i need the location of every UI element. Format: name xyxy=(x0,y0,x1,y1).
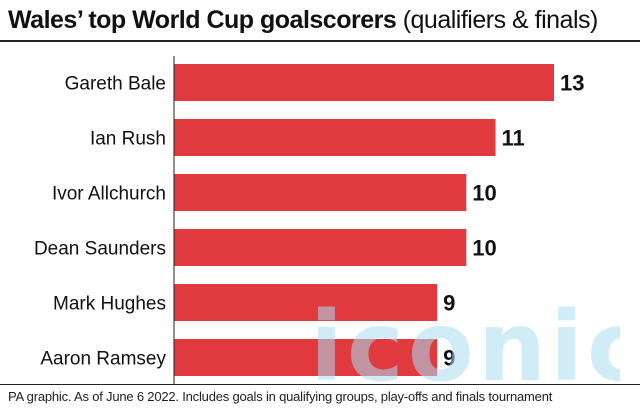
bar-dean-saunders xyxy=(174,229,467,266)
category-label-gareth-bale: Gareth Bale xyxy=(65,74,166,95)
category-label-aaron-ramsey: Aaron Ramsey xyxy=(40,349,166,370)
value-label-ian-rush: 11 xyxy=(502,126,525,151)
category-label-ian-rush: Ian Rush xyxy=(90,129,166,150)
value-label-gareth-bale: 13 xyxy=(560,71,584,96)
chart-title: Wales’ top World Cup goalscorers (qualif… xyxy=(8,4,598,36)
bar-ian-rush xyxy=(174,119,496,156)
bar-aaron-ramsey xyxy=(174,339,438,376)
bar-chart: Gareth Bale 13 Ian Rush 11 Ivor Allchurch 10 D… xyxy=(34,56,584,384)
category-label-mark-hughes: Mark Hughes xyxy=(53,294,166,315)
value-label-mark-hughes: 9 xyxy=(443,291,455,316)
category-label-ivor-allchurch: Ivor Allchurch xyxy=(52,184,166,205)
value-label-dean-saunders: 10 xyxy=(472,236,496,261)
watermark-text: iconic xyxy=(310,300,620,384)
category-label-dean-saunders: Dean Saunders xyxy=(34,239,166,260)
iconic-watermark: iconic xyxy=(310,300,620,384)
bar-gareth-bale xyxy=(174,64,554,101)
bar-ivor-allchurch xyxy=(174,174,467,211)
value-label-ivor-allchurch: 10 xyxy=(472,181,496,206)
value-label-aaron-ramsey: 9 xyxy=(443,346,455,371)
chart-title-sub: (qualifiers & finals) xyxy=(402,6,599,34)
chart-title-main: Wales’ top World Cup goalscorers xyxy=(8,6,397,34)
title-divider xyxy=(0,40,640,42)
bar-mark-hughes xyxy=(174,284,438,321)
footnote-divider xyxy=(0,384,640,385)
footnote: PA graphic. As of June 6 2022. Includes … xyxy=(8,389,553,404)
